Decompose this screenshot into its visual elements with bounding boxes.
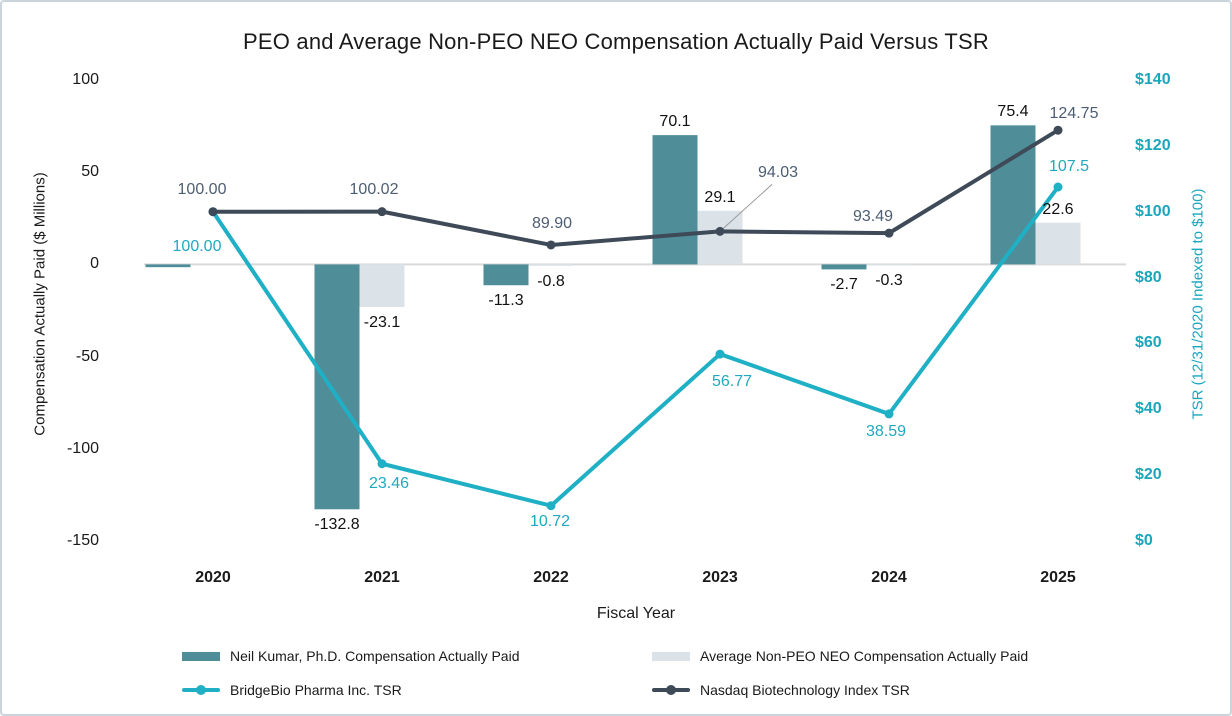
year-label: 2022: [533, 569, 569, 586]
bridgebio-dot-icon: [196, 685, 206, 695]
bridgebio-point-2023: [715, 349, 725, 359]
nasdaq-point-2021: [377, 207, 387, 217]
right-tick-label: $100: [1135, 202, 1171, 220]
bridgebio-point-2024: [884, 409, 894, 419]
nasdaq-value-label: 124.75: [1049, 105, 1099, 123]
bar-value-label: 29.1: [704, 188, 736, 206]
bar-value-label: -11.3: [488, 292, 524, 310]
nasdaq-point-2023: [715, 226, 725, 236]
neo-bar-swatch-icon: [652, 651, 690, 661]
legend-item-nasdaq-line: Nasdaq Biotechnology Index TSR: [652, 682, 910, 698]
legend-label-neo-bar: Average Non-PEO NEO Compensation Actuall…: [700, 648, 1029, 664]
peo-bar-2023: [652, 135, 698, 265]
year-label: 2024: [871, 569, 907, 586]
peo-bar-swatch-icon: [182, 651, 220, 661]
neo-bar-2022: [528, 264, 574, 266]
nasdaq-value-label: 100.00: [177, 180, 227, 198]
left-tick-label: 100: [72, 71, 99, 88]
left-tick-label: -150: [66, 532, 99, 549]
bridgebio-line-swatch-icon: [182, 685, 220, 695]
bridgebio-value-label: 38.59: [865, 422, 907, 440]
year-label: 2025: [1040, 569, 1076, 586]
nasdaq-point-2022: [546, 240, 556, 250]
bar-value-label: 70.1: [659, 113, 691, 131]
chart-title: PEO and Average Non-PEO NEO Compensation…: [243, 29, 989, 54]
bridgebio-point-2022: [546, 501, 556, 511]
bar-value-label: 22.6: [1042, 200, 1074, 218]
year-label: 2020: [195, 569, 231, 586]
bar-value-label: 75.4: [997, 103, 1029, 121]
label-leader-line: [719, 184, 773, 232]
right-tick-label: $120: [1135, 136, 1171, 154]
legend-item-peo-bar: Neil Kumar, Ph.D. Compensation Actually …: [182, 648, 519, 664]
bar-value-label: -23.1: [363, 313, 401, 331]
nasdaq-line-swatch-icon: [652, 685, 690, 695]
bridgebio-value-label: 10.72: [529, 512, 571, 530]
nasdaq-value-label: 100.02: [349, 180, 399, 198]
right-tick-label: $60: [1135, 334, 1162, 352]
neo-bar-2025: [1035, 222, 1081, 265]
nasdaq-point-2020: [208, 207, 218, 217]
right-tick-label: $40: [1135, 400, 1162, 418]
legend-label-nasdaq: Nasdaq Biotechnology Index TSR: [700, 682, 910, 698]
peo-bar-2020: [145, 264, 191, 268]
bridgebio-value-label: 23.46: [368, 474, 410, 492]
legend-label-bridgebio: BridgeBio Pharma Inc. TSR: [230, 682, 402, 698]
left-tick-label: -50: [75, 347, 99, 365]
nasdaq-value-label: 93.49: [852, 208, 894, 226]
bridgebio-point-2021: [377, 459, 387, 469]
nasdaq-point-2025: [1053, 125, 1063, 135]
left-tick-label: 0: [90, 255, 99, 273]
right-tick-label: $80: [1135, 268, 1162, 286]
year-label: 2021: [364, 569, 400, 586]
nasdaq-dot-icon: [666, 685, 676, 695]
bridgebio-value-label: 56.77: [711, 373, 753, 391]
x-axis-title: Fiscal Year: [596, 605, 676, 622]
nasdaq-point-2024: [884, 228, 894, 238]
right-tick-label: $20: [1135, 466, 1162, 484]
neo-bar-2021: [359, 264, 405, 307]
neo-bar-2023: [697, 210, 743, 265]
nasdaq-value-label: 94.03: [757, 164, 799, 182]
bar-value-label: -0.8: [537, 272, 565, 290]
peo-bar-2021: [314, 264, 360, 510]
bridgebio-value-label: 107.5: [1048, 158, 1090, 176]
left-tick-label: 50: [81, 163, 99, 181]
right-tick-label: $140: [1135, 71, 1171, 88]
peo-bar-2022: [483, 264, 529, 286]
legend-item-bridgebio-line: BridgeBio Pharma Inc. TSR: [182, 682, 402, 698]
bar-value-label: -0.3: [875, 271, 903, 289]
neo-bar-2024: [866, 264, 912, 266]
nasdaq-tsr-line: [211, 128, 1060, 247]
legend-label-peo-bar: Neil Kumar, Ph.D. Compensation Actually …: [230, 648, 520, 664]
bar-value-label: -2.7: [830, 276, 858, 294]
legend-item-neo-bar: Average Non-PEO NEO Compensation Actuall…: [652, 648, 1028, 664]
peo-bar-2024: [821, 264, 867, 270]
bridgebio-point-2025: [1053, 182, 1063, 192]
right-tick-label: $0: [1135, 532, 1153, 549]
left-tick-label: -100: [66, 439, 99, 457]
bridgebio-value-label: 100.00: [172, 237, 222, 255]
bar-value-label: -132.8: [314, 516, 360, 534]
nasdaq-value-label: 89.90: [531, 214, 573, 232]
bridgebio-tsr-line: [211, 185, 1060, 508]
year-label: 2023: [702, 569, 738, 586]
